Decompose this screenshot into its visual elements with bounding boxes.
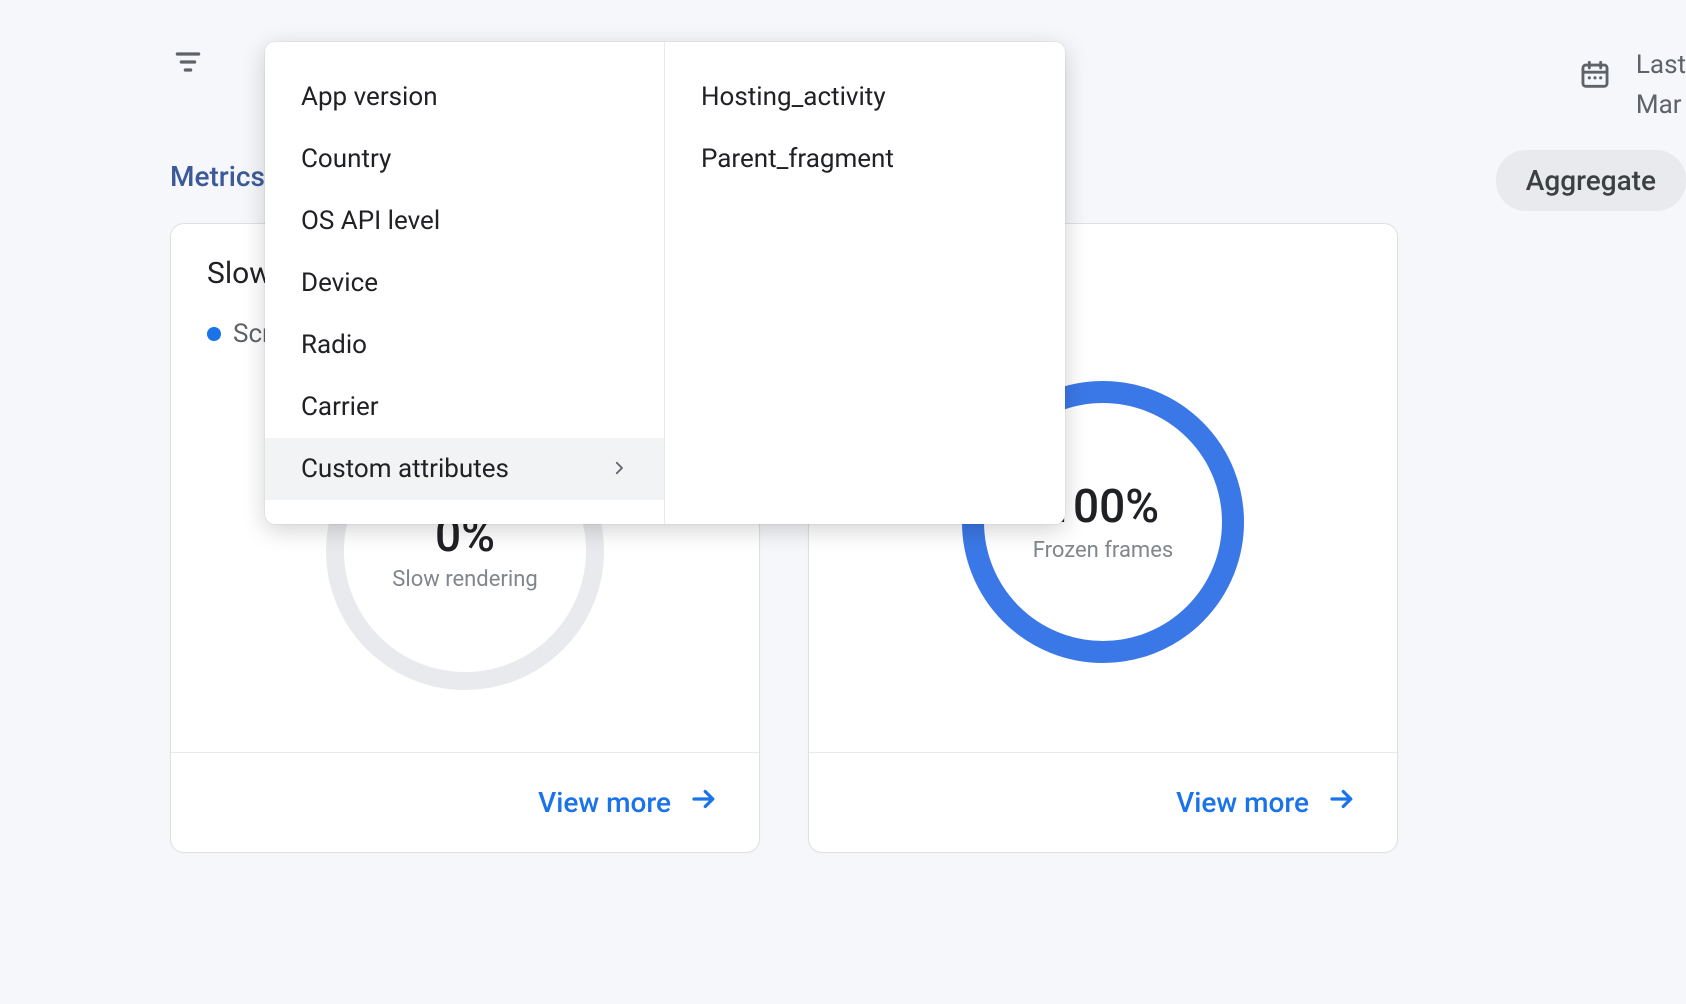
dropdown-item-label: Radio <box>301 330 367 360</box>
view-more-link[interactable]: View more <box>1176 784 1357 821</box>
date-line1: Last <box>1636 50 1686 80</box>
dropdown-item-label: Parent_fragment <box>701 144 894 174</box>
dropdown-item-app-version[interactable]: App version <box>265 66 664 128</box>
dropdown-item-hosting-activity[interactable]: Hosting_activity <box>665 66 1065 128</box>
card-title-text: Slow <box>207 256 272 291</box>
donut-label: Frozen frames <box>1033 538 1173 563</box>
dropdown-item-label: Hosting_activity <box>701 82 886 112</box>
arrow-right-icon <box>1327 784 1357 821</box>
dropdown-item-label: Device <box>301 268 378 298</box>
date-text: Last Mar <box>1636 50 1686 120</box>
card-footer: View more <box>171 752 759 852</box>
chevron-right-icon <box>610 454 628 484</box>
view-more-link[interactable]: View more <box>538 784 719 821</box>
dropdown-item-country[interactable]: Country <box>265 128 664 190</box>
dropdown-item-label: Custom attributes <box>301 454 509 484</box>
dropdown-item-carrier[interactable]: Carrier <box>265 376 664 438</box>
dropdown-item-label: OS API level <box>301 206 440 236</box>
dropdown-item-radio[interactable]: Radio <box>265 314 664 376</box>
view-more-label: View more <box>1176 786 1309 819</box>
card-footer: View more <box>809 752 1397 852</box>
date-range-selector[interactable]: Last Mar <box>1578 50 1686 120</box>
dropdown-item-label: Country <box>301 144 391 174</box>
view-more-label: View more <box>538 786 671 819</box>
filter-dropdown: App version Country OS API level Device … <box>265 42 1065 524</box>
arrow-right-icon <box>689 784 719 821</box>
dropdown-item-device[interactable]: Device <box>265 252 664 314</box>
dropdown-item-label: Carrier <box>301 392 379 422</box>
dropdown-item-label: App version <box>301 82 438 112</box>
dropdown-col-submenu: Hosting_activity Parent_fragment <box>665 42 1065 524</box>
dropdown-col-primary: App version Country OS API level Device … <box>265 42 665 524</box>
aggregate-toggle[interactable]: Aggregate <box>1496 150 1686 211</box>
dropdown-item-parent-fragment[interactable]: Parent_fragment <box>665 128 1065 190</box>
dropdown-item-custom-attributes[interactable]: Custom attributes <box>265 438 664 500</box>
dropdown-item-os-api-level[interactable]: OS API level <box>265 190 664 252</box>
filter-icon[interactable] <box>170 44 206 80</box>
legend-dot <box>207 327 221 341</box>
page-root: Last Mar Metrics Aggregate Slow Scr <box>0 0 1686 1004</box>
donut-label: Slow rendering <box>392 567 537 592</box>
date-line2: Mar <box>1636 90 1686 120</box>
calendar-icon <box>1578 58 1612 96</box>
